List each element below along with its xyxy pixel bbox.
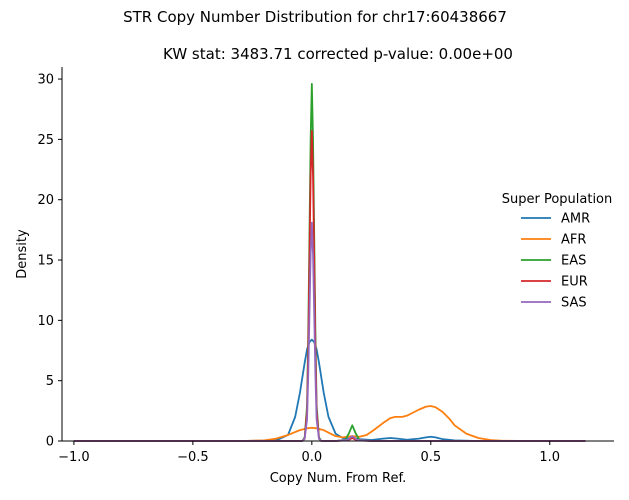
y-axis-ticks: 0 5 10 15 20 25 30 (37, 73, 62, 450)
series-line-eur (73, 130, 586, 442)
x-axis-label: Copy Num. From Ref. (270, 471, 407, 486)
y-axis-label: Density (15, 229, 30, 279)
legend-label-eas: EAS (561, 254, 586, 269)
legend-label-afr: AFR (561, 233, 586, 248)
chart-title: STR Copy Number Distribution for chr17:6… (123, 8, 507, 26)
legend-label-sas: SAS (561, 296, 587, 311)
series-line-sas (73, 221, 586, 442)
plot-lines (73, 82, 586, 442)
series-line-eas (73, 82, 586, 442)
y-tick-label: 15 (37, 254, 54, 269)
x-tick-label: 1.0 (539, 450, 560, 465)
x-tick-label: −1.0 (58, 450, 90, 465)
y-tick-label: 5 (46, 374, 54, 389)
legend-label-eur: EUR (561, 275, 588, 290)
y-tick-label: 25 (37, 133, 54, 148)
legend-title: Super Population (502, 192, 613, 207)
legend: Super Population AMR AFR EAS EUR SAS (502, 192, 613, 311)
x-tick-label: 0.5 (420, 450, 441, 465)
y-tick-label: 30 (37, 73, 54, 88)
x-tick-label: 0.0 (301, 450, 322, 465)
legend-label-amr: AMR (561, 212, 590, 227)
y-tick-label: 0 (46, 435, 54, 450)
chart-subtitle: KW stat: 3483.71 corrected p-value: 0.00… (163, 45, 513, 63)
x-axis-ticks: −1.0 −0.5 0.0 0.5 1.0 (58, 441, 560, 465)
series-line-amr (73, 338, 586, 442)
x-tick-label: −0.5 (177, 450, 209, 465)
legend-items: AMR AFR EAS EUR SAS (521, 212, 590, 311)
y-tick-label: 10 (37, 314, 54, 329)
y-tick-label: 20 (37, 193, 54, 208)
series-line-afr (73, 405, 586, 442)
